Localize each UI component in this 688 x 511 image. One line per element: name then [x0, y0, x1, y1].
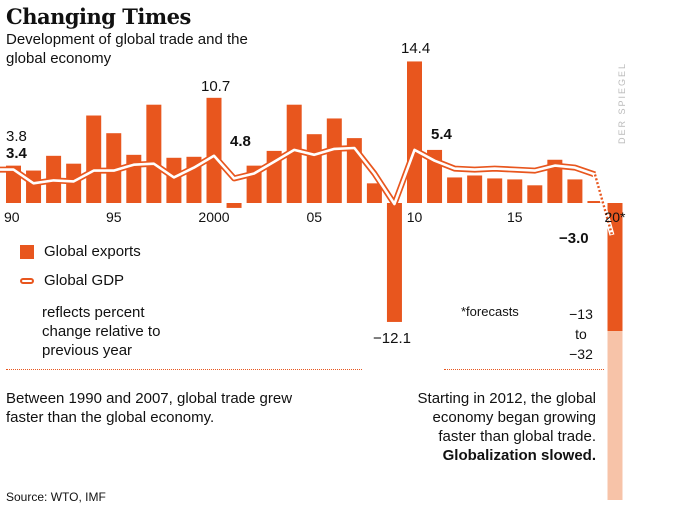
x-tick-label: 2000: [198, 209, 229, 225]
forecast-range-high: −13: [569, 306, 593, 322]
bar-2020-forecast-range: [607, 331, 623, 500]
data-label: 3.8: [6, 128, 27, 145]
divider-right: [444, 369, 604, 370]
x-tick-label: 15: [507, 209, 523, 225]
forecast-range-low: −32: [569, 346, 593, 362]
bar-2004: [286, 104, 302, 203]
legend-gdp: Global GDP: [20, 272, 124, 289]
x-tick-label: 10: [407, 209, 423, 225]
legend-exports: Global exports: [20, 243, 141, 260]
bar-2016: [527, 185, 543, 203]
bar-2006: [326, 118, 342, 203]
bar-2008: [366, 183, 382, 203]
bar-2010: [407, 61, 422, 204]
x-tick-label: 95: [106, 209, 122, 225]
legend-exports-swatch: [20, 244, 34, 259]
forecast-range-to: to: [575, 326, 587, 342]
source-note: Source: WTO, IMF: [6, 490, 106, 504]
chart-title: Changing Times: [6, 4, 191, 29]
summary-right-text: Starting in 2012, the global economy beg…: [417, 390, 596, 445]
divider-left: [6, 369, 362, 370]
summary-right-bold: Globalization slowed.: [442, 447, 596, 464]
publisher-watermark: DER SPIEGEL: [617, 62, 627, 145]
bar-1994: [86, 115, 102, 203]
forecast-range: −13 to −32: [560, 304, 602, 364]
bar-1991: [26, 170, 42, 203]
data-label: 3.4: [6, 145, 28, 162]
bar-2009: [386, 203, 402, 322]
bar-2018: [567, 179, 583, 203]
x-tick-label: 90: [4, 209, 20, 225]
bar-2001: [226, 203, 242, 208]
data-label: 4.8: [230, 133, 251, 150]
data-label: 14.4: [401, 40, 430, 57]
data-label: 5.4: [431, 126, 453, 143]
bar-2015: [507, 179, 523, 203]
bar-2013: [467, 175, 483, 203]
data-label: −12.1: [373, 330, 411, 347]
legend-gdp-label: Global GDP: [44, 272, 125, 289]
chart-subtitle: Development of global trade and the glob…: [6, 31, 248, 67]
gdp-line-core: [0, 146, 596, 206]
bar-1997: [146, 104, 162, 203]
legend-gdp-swatch: [20, 277, 34, 284]
x-tick-label: 20*: [604, 209, 626, 225]
bar-2000: [206, 97, 222, 203]
bar-2014: [487, 178, 503, 203]
summary-right: Starting in 2012, the global economy beg…: [400, 389, 596, 465]
gdp-forecast-segment: [593, 174, 614, 236]
bar-2005: [306, 134, 322, 203]
bar-2019: [587, 201, 603, 203]
legend-exports-label: Global exports: [44, 243, 141, 260]
bar-2017: [547, 159, 563, 203]
summary-left: Between 1990 and 2007, global trade grew…: [6, 390, 293, 426]
data-label: −3.0: [559, 230, 589, 247]
bar-2012: [447, 177, 463, 203]
unit-note: reflects percent change relative to prev…: [42, 304, 161, 359]
forecast-note: *forecasts: [461, 304, 519, 319]
x-tick-label: 05: [306, 209, 322, 225]
data-label: 10.7: [201, 78, 230, 95]
